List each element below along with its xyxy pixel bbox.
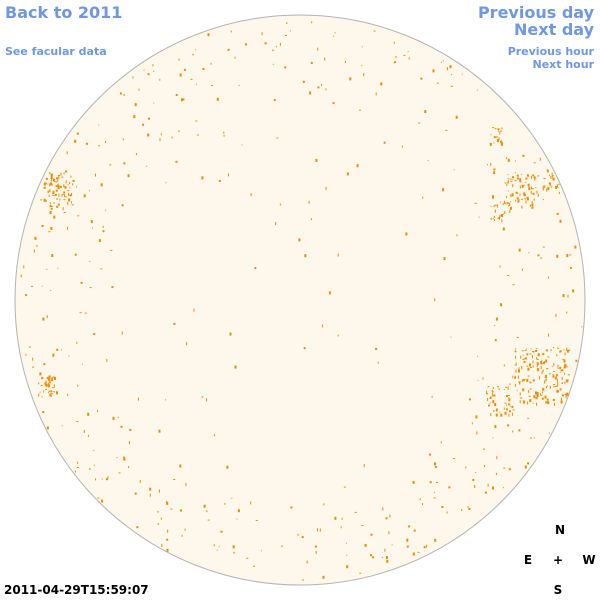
previous-day-link[interactable]: Previous day xyxy=(477,3,594,22)
facula-features xyxy=(20,21,583,581)
see-facular-data-link[interactable]: See facular data xyxy=(5,45,107,58)
next-day-link[interactable]: Next day xyxy=(514,20,594,39)
compass-north-label: N xyxy=(554,523,566,537)
previous-hour-link[interactable]: Previous hour xyxy=(507,45,594,58)
observation-timestamp: 2011-04-29T15:59:07 xyxy=(4,583,149,597)
compass-east-label: E xyxy=(523,553,533,567)
compass-center-marker: + xyxy=(552,553,564,567)
compass-south-label: S xyxy=(553,583,563,597)
solar-disk xyxy=(14,14,586,586)
next-hour-link[interactable]: Next hour xyxy=(532,58,595,71)
compass-west-label: W xyxy=(582,553,596,567)
back-to-year-link[interactable]: Back to 2011 xyxy=(5,3,123,22)
